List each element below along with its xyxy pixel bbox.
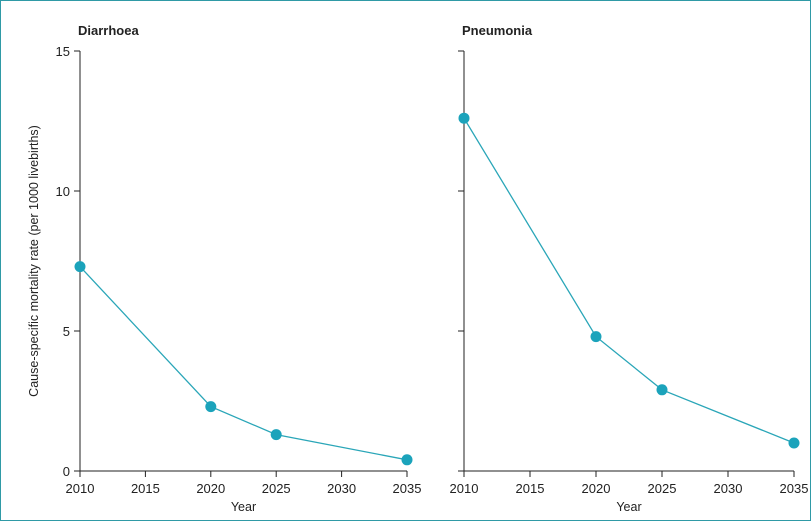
x-tick-label: 2015 [516,481,545,496]
x-axis-label-pneumonia: Year [616,500,641,514]
series-line-pneumonia [463,117,795,444]
y-tick-label: 15 [56,44,70,59]
x-tick-label: 2035 [393,481,422,496]
series-line-diarrhoea [79,266,408,461]
data-point [205,401,217,413]
x-tick-label: 2025 [648,481,677,496]
data-point [656,384,668,396]
data-point [74,261,86,273]
x-tick-label: 2020 [582,481,611,496]
y-tick-label: 5 [63,324,70,339]
panel-pneumonia: Pneumonia 2010 2015 2020 2025 2030 2035 Year [450,23,809,514]
y-tick-label: 10 [56,184,70,199]
x-tick-label: 2010 [66,481,95,496]
data-point [590,331,602,343]
panel-title-pneumonia: Pneumonia [462,23,533,38]
panel-title-diarrhoea: Diarrhoea [78,23,139,38]
data-point [788,437,800,449]
x-tick-label: 2010 [450,481,479,496]
data-point [270,429,282,441]
x-tick-label: 2030 [327,481,356,496]
y-axis-label: Cause-specific mortality rate (per 1000 … [27,125,41,397]
data-point [401,454,413,466]
x-axis-label-diarrhoea: Year [231,500,256,514]
panel-diarrhoea: Diarrhoea 0 5 10 15 2010 2015 2020 2025 2030 2035 Y… [56,23,422,514]
x-tick-label: 2030 [714,481,743,496]
x-tick-label: 2020 [196,481,225,496]
x-tick-label: 2025 [262,481,291,496]
data-point [458,112,470,124]
x-tick-label: 2035 [780,481,809,496]
x-tick-label: 2015 [131,481,160,496]
y-tick-label: 0 [63,464,70,479]
